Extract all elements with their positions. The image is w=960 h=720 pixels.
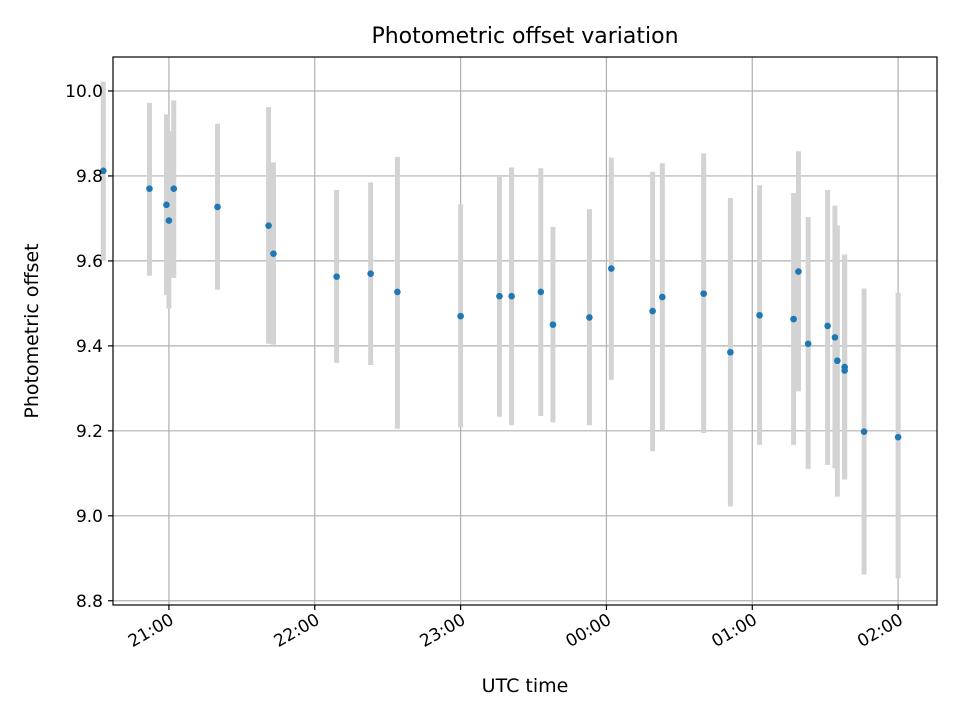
data-point <box>146 185 153 192</box>
data-point <box>394 288 401 296</box>
plot-frame <box>112 56 938 606</box>
y-tick-label: 8.8 <box>76 592 103 612</box>
data-point <box>834 357 841 365</box>
data-point <box>165 217 173 224</box>
y-tick-label: 9.2 <box>76 422 103 442</box>
y-axis-label: Photometric offset <box>21 243 43 418</box>
y-tick-label: 9.0 <box>76 507 103 527</box>
data-point <box>894 433 902 441</box>
data-point <box>756 311 763 319</box>
data-point <box>607 265 615 272</box>
data-point <box>537 288 545 296</box>
y-tick-label: 9.6 <box>76 252 103 272</box>
data-point <box>790 315 797 323</box>
data-point <box>265 222 272 229</box>
data-point <box>700 290 707 297</box>
data-point <box>795 268 802 275</box>
data-point <box>170 185 178 192</box>
data-points <box>99 167 902 441</box>
data-point <box>860 428 868 435</box>
data-point <box>508 292 515 300</box>
data-point <box>649 307 656 315</box>
y-tick-label: 10.0 <box>65 82 103 102</box>
data-point <box>824 322 831 330</box>
data-point <box>333 273 340 280</box>
data-point <box>457 312 464 320</box>
x-axis-label: UTC time <box>482 675 569 697</box>
data-point <box>727 348 734 356</box>
data-point <box>99 167 107 175</box>
data-point <box>586 314 593 321</box>
y-tick-label: 9.4 <box>76 337 103 357</box>
data-point <box>831 334 839 341</box>
data-point <box>163 201 170 209</box>
y-tick-label: 9.8 <box>76 167 103 187</box>
data-point <box>659 293 666 301</box>
chart-title: Photometric offset variation <box>371 24 678 49</box>
data-point <box>549 321 557 328</box>
data-point <box>804 340 812 348</box>
data-point <box>496 292 503 300</box>
data-point <box>214 203 221 211</box>
data-point <box>841 363 848 371</box>
data-point <box>270 250 277 257</box>
data-point <box>367 270 374 277</box>
